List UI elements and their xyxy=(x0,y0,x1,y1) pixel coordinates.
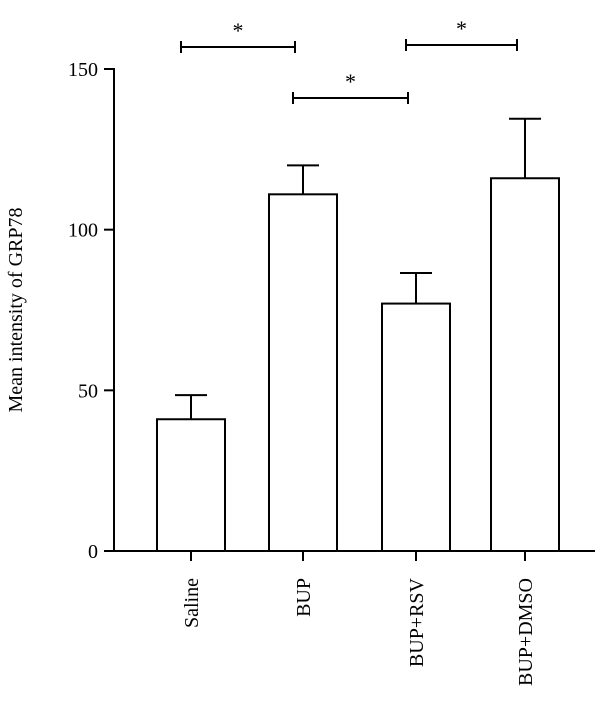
y-tick-label: 100 xyxy=(68,220,98,242)
x-tick-label: BUP+RSV xyxy=(406,577,428,667)
y-tick-label: 150 xyxy=(68,59,98,81)
y-axis-title: Mean intensity of GRP78 xyxy=(5,208,27,413)
x-tick-label: Saline xyxy=(181,578,203,628)
significance-star: * xyxy=(345,69,356,94)
x-tick-label: BUP xyxy=(293,578,315,617)
significance-brackets: * * * xyxy=(180,16,518,104)
bars xyxy=(156,177,560,552)
bar-bup-rsv xyxy=(381,302,451,552)
x-tick-label: BUP+DMSO xyxy=(515,578,537,686)
error-bars xyxy=(175,117,541,420)
bar-bup-dmso xyxy=(490,177,560,552)
x-tick-labels: Saline BUP BUP+RSV BUP+DMSO xyxy=(181,577,537,686)
bar-saline xyxy=(156,418,226,552)
bar-bup xyxy=(268,193,338,552)
y-tick-label: 50 xyxy=(78,380,98,402)
significance-star: * xyxy=(456,16,467,41)
y-tick-label: 0 xyxy=(88,541,98,563)
significance-star: * xyxy=(233,18,244,43)
